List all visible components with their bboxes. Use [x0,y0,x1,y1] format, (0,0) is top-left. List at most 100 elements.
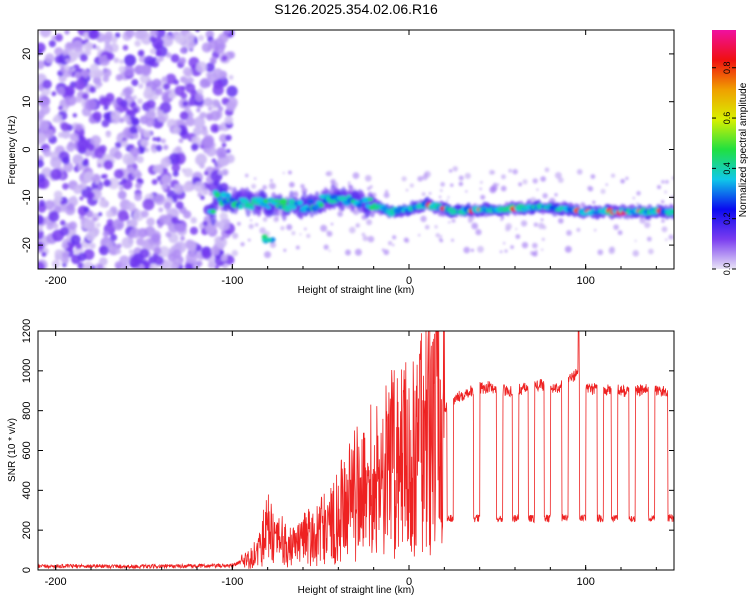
heat-cell [538,222,545,230]
heat-cell [53,114,63,123]
heat-cell [172,126,182,135]
heat-cell [632,250,640,257]
heat-cell [38,199,46,207]
heat-cell [519,183,522,186]
heat-cell [38,214,44,226]
heat-cell [592,200,596,204]
heat-cell [77,139,89,151]
heat-cell [247,238,251,242]
heat-cell [77,262,85,269]
heat-cell [392,243,395,247]
snr-xtick-label-3: 100 [576,576,594,588]
heat-cell [542,193,548,199]
heat-cell [191,136,202,146]
heat-cell [69,132,79,142]
heat-cell [554,172,562,179]
heat-cell [103,105,109,111]
heat-cell [132,107,139,114]
heat-cell [265,205,271,210]
heat-cell [98,198,108,208]
heat-cell [219,212,228,221]
heat-cell [167,221,180,233]
heat-cell [182,66,192,77]
heat-cell [451,218,456,223]
heat-cell [59,226,70,237]
heat-cell [225,101,237,112]
heat-cell [159,101,172,114]
heat-cell [195,244,202,252]
heat-cell [225,134,232,141]
heat-cell [61,242,69,250]
snr-ytick-label-4: 800 [21,401,33,419]
heat-cell [520,220,528,227]
heat-cell [38,133,47,144]
heat-cell [142,198,155,211]
heat-cell [212,99,220,107]
heat-cell [491,170,495,175]
heat-cell [418,234,421,237]
heat-cell [182,183,192,193]
spectrogram-ylabel: Frequency (Hz) [7,116,18,185]
heat-cell [471,222,479,230]
heat-cell [268,182,276,190]
heat-cell [118,65,126,73]
heat-cell [512,168,518,175]
heat-cell [44,128,54,139]
heat-cell [356,203,363,208]
heat-cell [97,212,103,217]
heat-cell [480,194,486,200]
heat-cell [144,86,153,95]
heat-cell [179,128,187,136]
heat-cell [86,42,94,50]
heat-cell [458,175,464,181]
heat-cell [116,135,123,143]
heat-cell [58,105,63,111]
heat-cell [540,176,547,182]
heat-cell [54,249,64,258]
heat-cell [42,79,52,89]
heat-cell [225,154,235,164]
heat-cell [134,193,143,202]
heat-cell [590,174,596,179]
heat-cell [131,168,141,178]
heat-cell [114,261,123,269]
heat-cell [90,135,102,146]
heat-cell [337,211,343,217]
heat-cell [98,245,109,256]
heat-cell [54,33,63,42]
snr-xtick-label-2: 0 [406,576,412,588]
heat-cell [249,219,253,222]
spectrogram-heat-layer [38,30,674,269]
heat-cell [115,141,122,149]
heat-cell [93,76,102,85]
heat-cell [499,250,503,253]
heat-cell [132,133,139,140]
heat-cell [212,84,224,96]
heat-cell [221,142,227,148]
heat-cell [210,245,220,256]
heat-cell [38,119,50,132]
heat-cell [105,210,114,218]
heat-cell [297,200,303,206]
heat-cell [81,92,89,100]
heat-cell [180,92,188,100]
heat-cell [96,263,104,269]
heat-cell [231,232,239,239]
heat-cell [136,30,148,39]
heat-cell [201,128,209,136]
heat-cell [356,224,359,228]
snr-xlabel: Height of straight line (km) [298,585,415,596]
heat-cell [515,227,518,231]
heat-cell [41,251,47,257]
heat-cell [110,36,118,44]
heat-cell [349,226,356,234]
heat-cell [665,238,668,241]
heat-cell [283,248,287,252]
heat-cell [106,52,115,61]
heat-cell [214,265,219,269]
heat-cell [173,183,184,195]
spectrogram-xtick-label-3: 100 [576,275,594,287]
colorbar-tick-label-3: 0.6 [722,112,732,125]
